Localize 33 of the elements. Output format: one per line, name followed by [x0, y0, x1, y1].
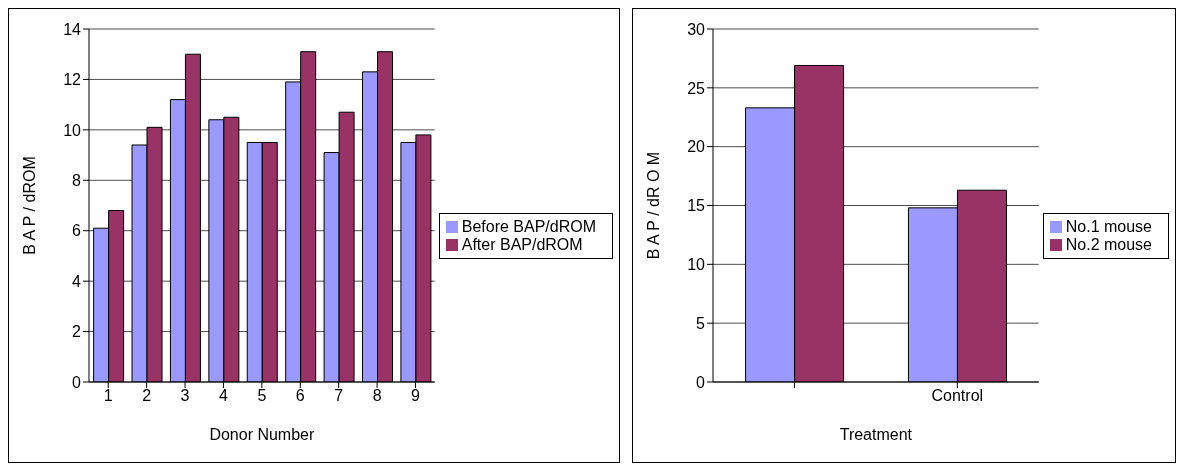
y-tick-label: 2 — [72, 323, 82, 341]
y-tick-label: 0 — [696, 373, 706, 391]
x-axis-title: Donor Number — [209, 426, 315, 443]
y-axis-title: B A P / dROM — [20, 156, 38, 255]
x-tick-label: 6 — [295, 387, 305, 405]
y-tick-label: 8 — [72, 171, 82, 189]
y-tick-label: 30 — [687, 20, 706, 38]
legend-label: After BAP/dROM — [461, 235, 583, 253]
x-tick-label: 8 — [372, 387, 382, 405]
y-axis-title: B A P / dR O M — [644, 151, 662, 260]
x-tick-label: 7 — [334, 387, 344, 405]
y-tick-label: 5 — [696, 314, 706, 332]
y-tick-label: 0 — [72, 373, 82, 391]
y-tick-label: 15 — [687, 197, 706, 215]
y-tick-label: 10 — [63, 121, 82, 139]
x-tick-label: Control — [931, 387, 984, 405]
y-tick-label: 12 — [63, 71, 82, 89]
y-tick-label: 4 — [72, 272, 82, 290]
x-axis-title: Treatment — [839, 426, 913, 443]
y-tick-label: 6 — [72, 222, 82, 240]
legend-label: Before BAP/dROM — [461, 217, 596, 235]
legend-label: No.2 mouse — [1065, 235, 1152, 253]
x-tick-label: 3 — [180, 387, 190, 405]
y-tick-label: 25 — [687, 79, 706, 97]
legend-label: No.1 mouse — [1065, 217, 1152, 235]
x-tick-label: 2 — [142, 387, 152, 405]
y-tick-label: 20 — [687, 138, 706, 156]
y-tick-label: 14 — [63, 20, 82, 38]
x-tick-label: 4 — [218, 387, 228, 405]
y-tick-label: 10 — [687, 256, 706, 274]
x-tick-label: 5 — [257, 387, 267, 405]
x-tick-label: 1 — [103, 387, 113, 405]
x-tick-label: 9 — [411, 387, 421, 405]
